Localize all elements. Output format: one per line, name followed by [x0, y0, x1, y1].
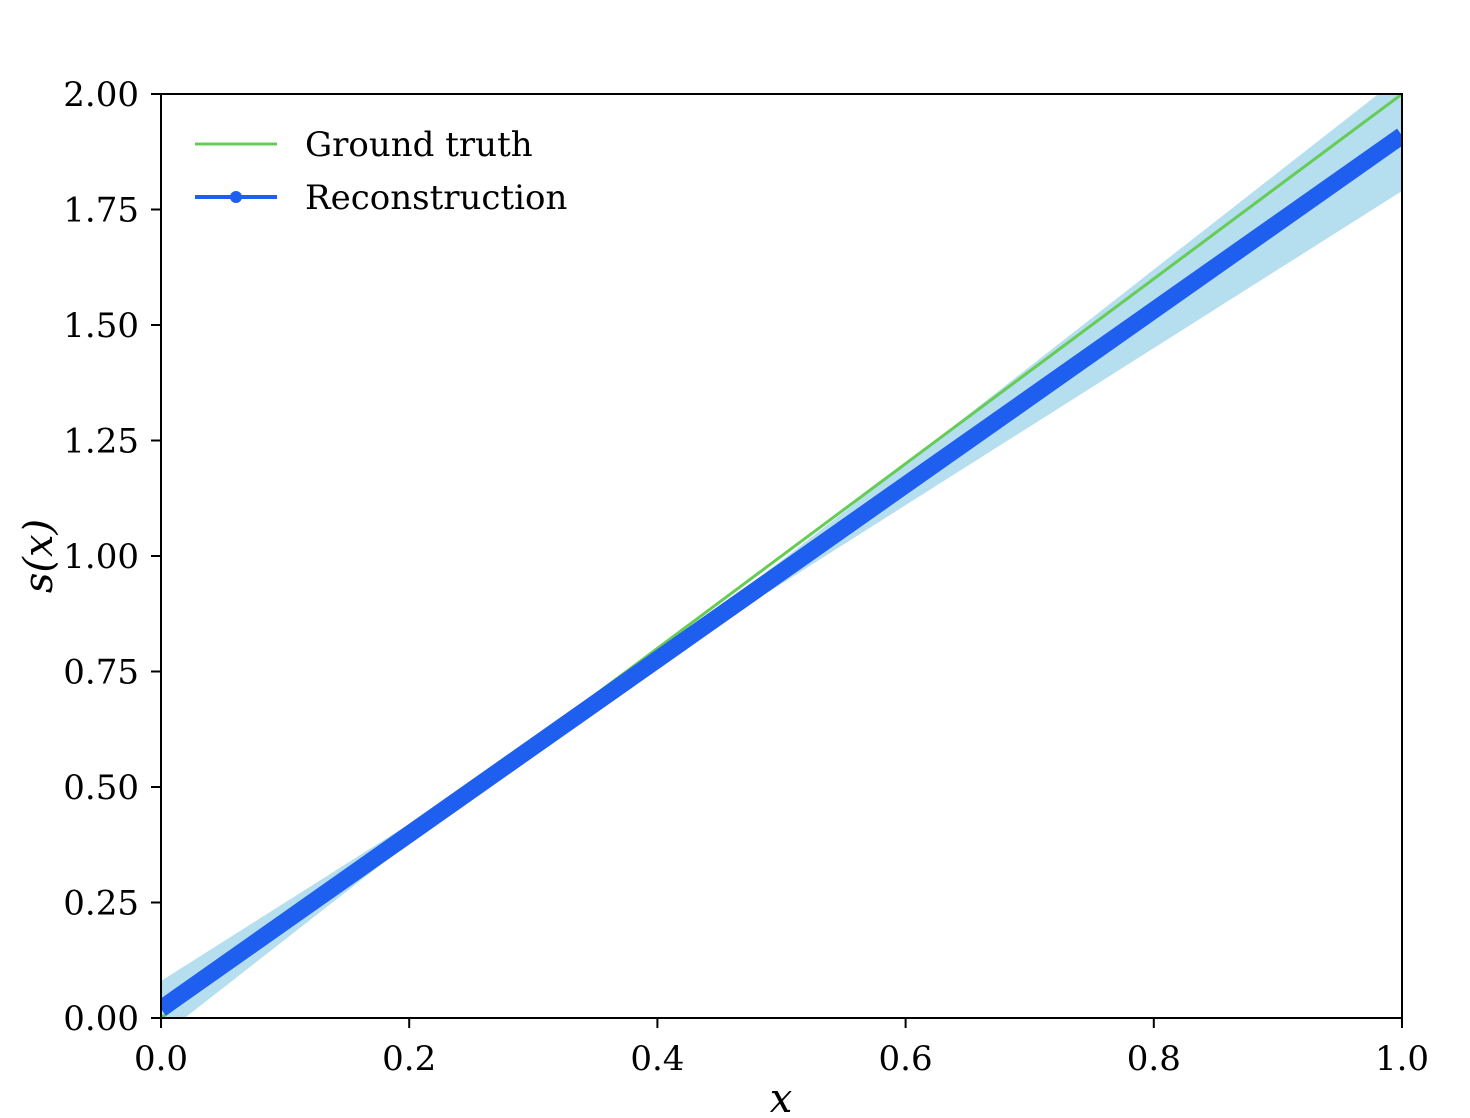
y-tick-label: 0.00	[63, 999, 139, 1039]
x-axis-label: x	[770, 1076, 793, 1118]
plot-area	[161, 94, 1402, 1018]
y-tick-label: 0.25	[63, 884, 139, 924]
x-tick-label: 1.0	[1375, 1039, 1429, 1079]
x-tick-label: 0.4	[630, 1039, 684, 1079]
y-tick-label: 1.00	[63, 537, 139, 577]
legend-label-ground-truth: Ground truth	[305, 125, 533, 165]
y-axis-ticks: 0.00 0.25 0.50 0.75 1.00 1.25 1.50 1.75 2.00	[63, 75, 161, 1039]
legend: Ground truth Reconstruction	[195, 125, 567, 218]
x-tick-label: 0.2	[382, 1039, 436, 1079]
x-axis-ticks: 0.0 0.2 0.4 0.6 0.8 1.0	[134, 1018, 1429, 1079]
legend-marker-reconstruction	[230, 191, 242, 203]
x-tick-label: 0.8	[1127, 1039, 1181, 1079]
y-tick-label: 2.00	[63, 75, 139, 115]
reconstruction-line	[161, 128, 1402, 1016]
x-tick-label: 0.6	[879, 1039, 933, 1079]
y-tick-label: 1.25	[63, 422, 139, 462]
y-tick-label: 1.75	[63, 191, 139, 231]
legend-label-reconstruction: Reconstruction	[305, 178, 567, 218]
y-tick-label: 1.50	[63, 306, 139, 346]
y-tick-label: 0.75	[63, 653, 139, 693]
y-tick-label: 0.50	[63, 768, 139, 808]
x-tick-label: 0.0	[134, 1039, 188, 1079]
y-axis-label: s(x)	[16, 519, 62, 593]
